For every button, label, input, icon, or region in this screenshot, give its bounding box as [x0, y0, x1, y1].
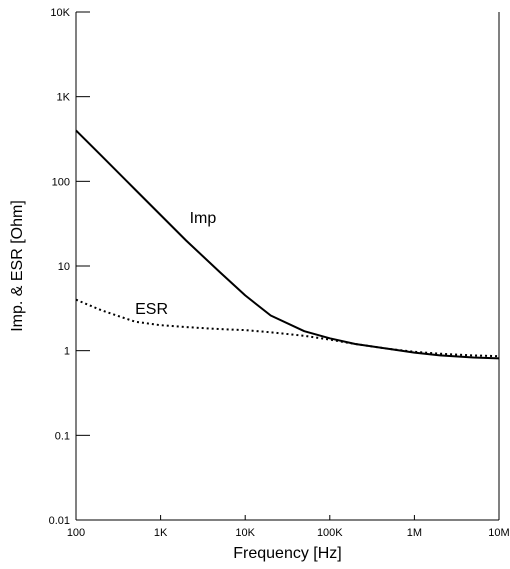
x-tick-label: 1K — [154, 527, 168, 539]
x-tick-label: 10K — [235, 527, 255, 539]
imp-line — [75, 129, 500, 360]
y-tick-label: 100 — [52, 176, 70, 188]
imp-series-label: Imp — [190, 210, 217, 227]
y-tick-label: 1K — [57, 92, 71, 104]
x-tick-label: 1M — [407, 527, 422, 539]
y-axis-ticks: 0.01 0.1 1 10 100 1K 10K — [49, 7, 90, 527]
y-tick-label: 1 — [64, 346, 70, 358]
axes — [75, 12, 500, 521]
x-tick-label: 10M — [488, 527, 509, 539]
x-tick-label: 100K — [317, 527, 343, 539]
y-axis-title: Imp. & ESR [Ohm] — [9, 200, 26, 332]
y-tick-label: 10 — [58, 261, 70, 273]
x-tick-label: 100 — [67, 527, 85, 539]
x-axis-ticks: 100 1K 10K 100K 1M 10M — [67, 515, 510, 539]
y-tick-label: 0.1 — [55, 430, 70, 442]
esr-line — [75, 298, 500, 358]
series-lines: Imp ESR — [75, 129, 500, 360]
esr-series-label: ESR — [135, 301, 168, 318]
y-tick-label: 10K — [50, 7, 70, 19]
y-tick-label: 0.01 — [49, 515, 70, 527]
x-axis-title: Frequency [Hz] — [233, 545, 341, 562]
